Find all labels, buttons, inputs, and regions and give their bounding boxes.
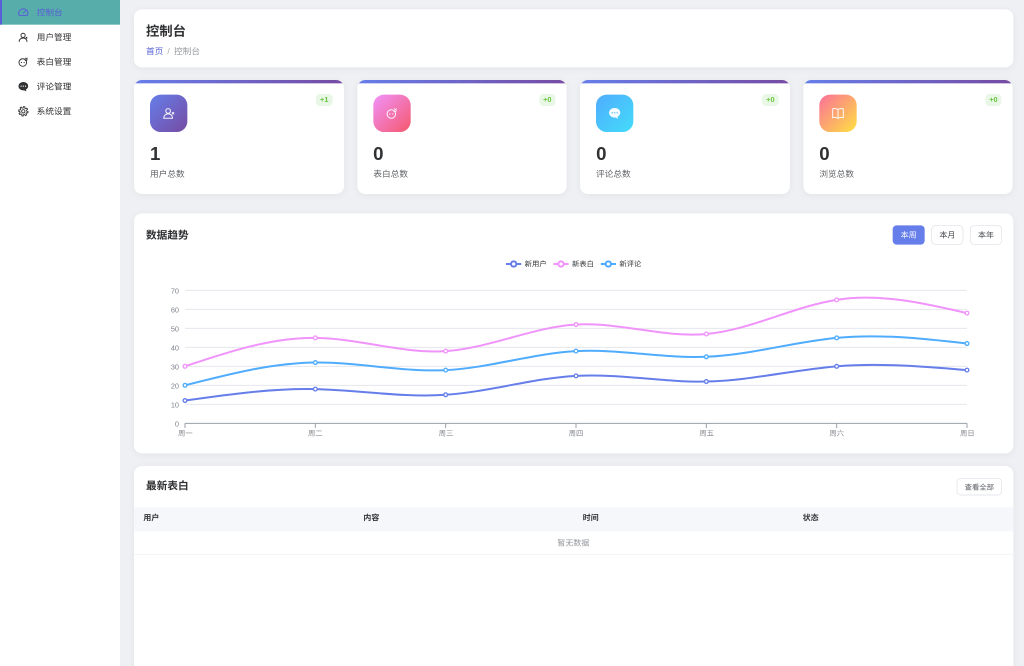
svg-text:70: 70: [171, 286, 179, 295]
svg-text:0: 0: [175, 419, 179, 428]
svg-text:10: 10: [171, 400, 179, 409]
svg-text:20: 20: [171, 381, 179, 390]
svg-text:40: 40: [171, 343, 179, 352]
svg-text:50: 50: [171, 324, 179, 333]
svg-text:30: 30: [171, 362, 179, 371]
svg-text:60: 60: [171, 305, 179, 314]
